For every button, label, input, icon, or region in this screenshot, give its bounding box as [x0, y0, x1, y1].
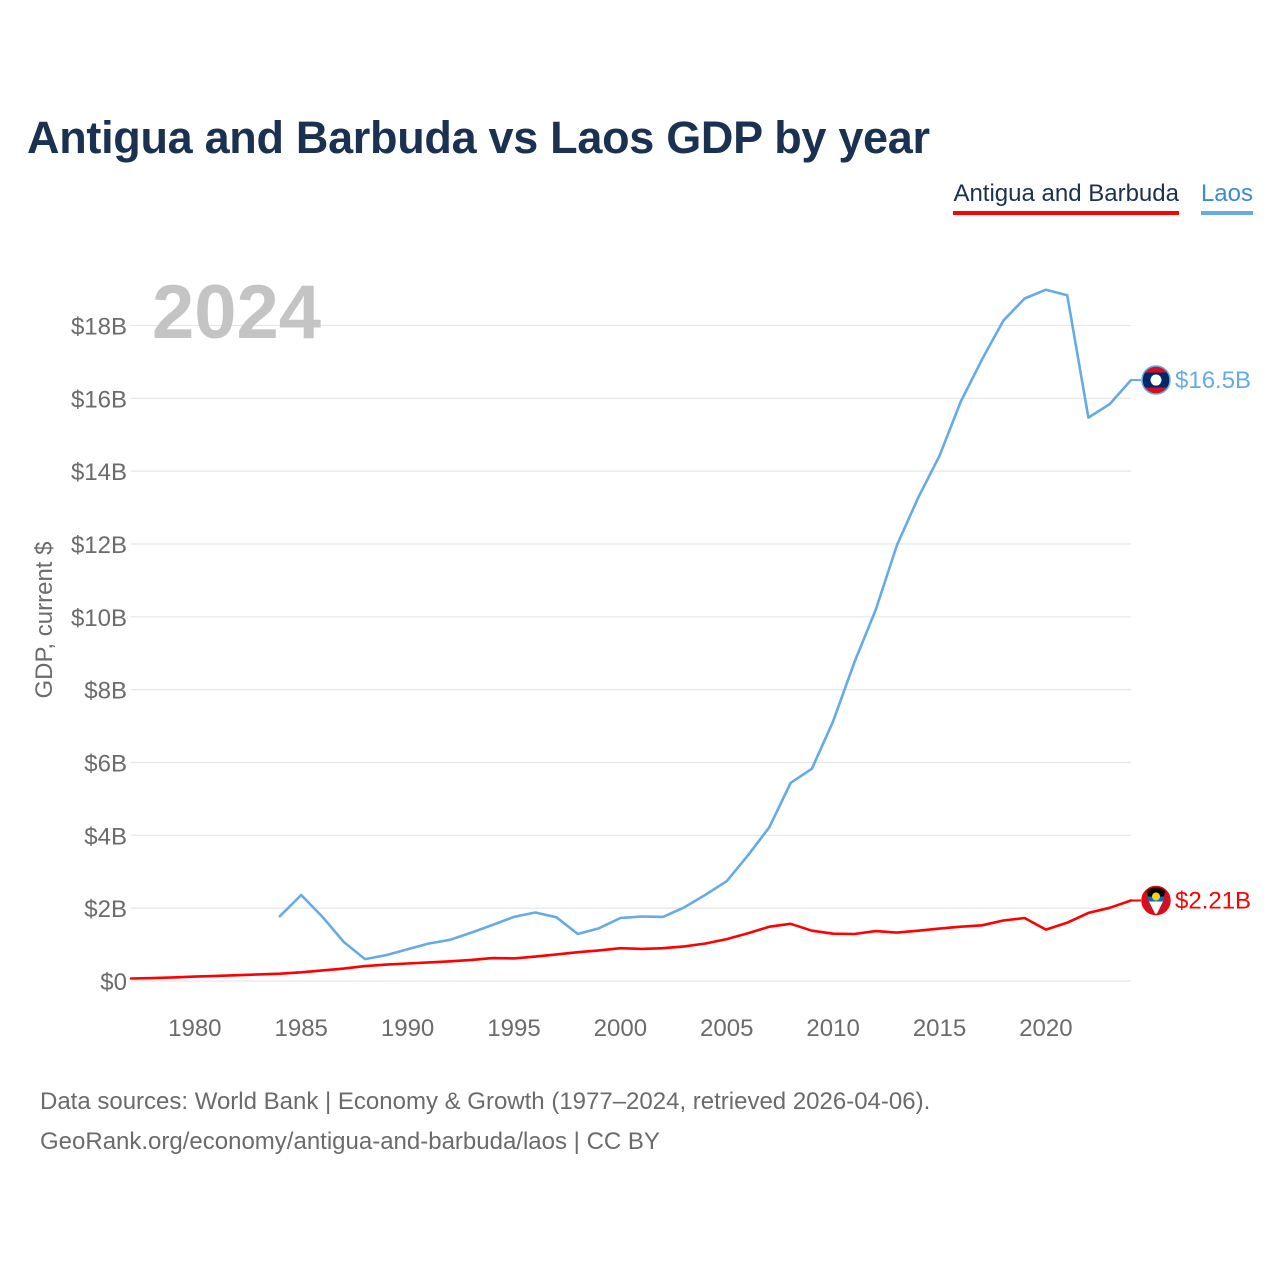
x-tick-label: 1980	[168, 1015, 221, 1042]
legend-label-laos: Laos	[1200, 180, 1253, 207]
series-lines	[129, 288, 1133, 980]
chart-title: Antigua and Barbuda vs Laos GDP by year	[27, 112, 930, 163]
y-tick-label: $12B	[71, 532, 127, 559]
x-tick-label: 1995	[487, 1015, 540, 1042]
legend-item-antigua[interactable]: Antigua and Barbuda	[953, 180, 1179, 215]
x-tick-label: 2020	[1019, 1015, 1072, 1042]
footer: Data sources: World Bank | Economy & Gro…	[40, 1082, 930, 1162]
end-markers: $2.21B $16.5B	[1131, 365, 1251, 916]
footer-link[interactable]: GeoRank.org/economy/antigua-and-barbuda/…	[40, 1128, 660, 1155]
x-axis-ticks: 1980 1985 1990 1995 2000 2005 2010 2015 2020	[168, 1015, 1072, 1042]
y-tick-label: $16B	[71, 386, 127, 413]
y-axis-label: GDP, current $	[31, 542, 58, 699]
y-tick-label: $14B	[71, 459, 127, 486]
x-tick-label: 1990	[381, 1015, 434, 1042]
series-line-antigua-and-barbuda	[129, 899, 1133, 980]
y-tick-label: $6B	[84, 750, 127, 777]
y-tick-label: $0	[100, 969, 127, 996]
y-tick-label: $2B	[84, 896, 127, 923]
x-tick-label: 2000	[594, 1015, 647, 1042]
legend-item-laos[interactable]: Laos	[1200, 180, 1253, 215]
year-watermark: 2024	[152, 270, 321, 355]
end-value-label: $2.21B	[1175, 888, 1251, 915]
y-tick-label: $18B	[71, 313, 127, 340]
gridlines	[131, 324, 1131, 982]
y-axis-ticks: $0 $2B $4B $6B $8B $10B $12B $14B $16B $18B	[71, 313, 127, 996]
x-tick-label: 2005	[700, 1015, 753, 1042]
y-tick-label: $4B	[84, 823, 127, 850]
x-tick-label: 1985	[275, 1015, 328, 1042]
x-tick-label: 2015	[913, 1015, 966, 1042]
footer-sources: Data sources: World Bank | Economy & Gro…	[40, 1088, 931, 1115]
antigua-and-barbuda-flag-icon	[1141, 885, 1171, 916]
laos-flag-icon	[1141, 365, 1171, 395]
series-line-laos	[278, 288, 1133, 961]
legend: Antigua and Barbuda Laos	[953, 180, 1253, 215]
y-tick-label: $8B	[84, 678, 127, 705]
end-value-label: $16.5B	[1175, 367, 1251, 394]
x-tick-label: 2010	[806, 1015, 859, 1042]
gdp-line-chart: 2024 $0$2B$4B$6B$8B$10B$12B$14B$16B$18B …	[31, 270, 1251, 1042]
legend-label-antigua: Antigua and Barbuda	[953, 180, 1179, 207]
y-tick-label: $10B	[71, 605, 127, 632]
